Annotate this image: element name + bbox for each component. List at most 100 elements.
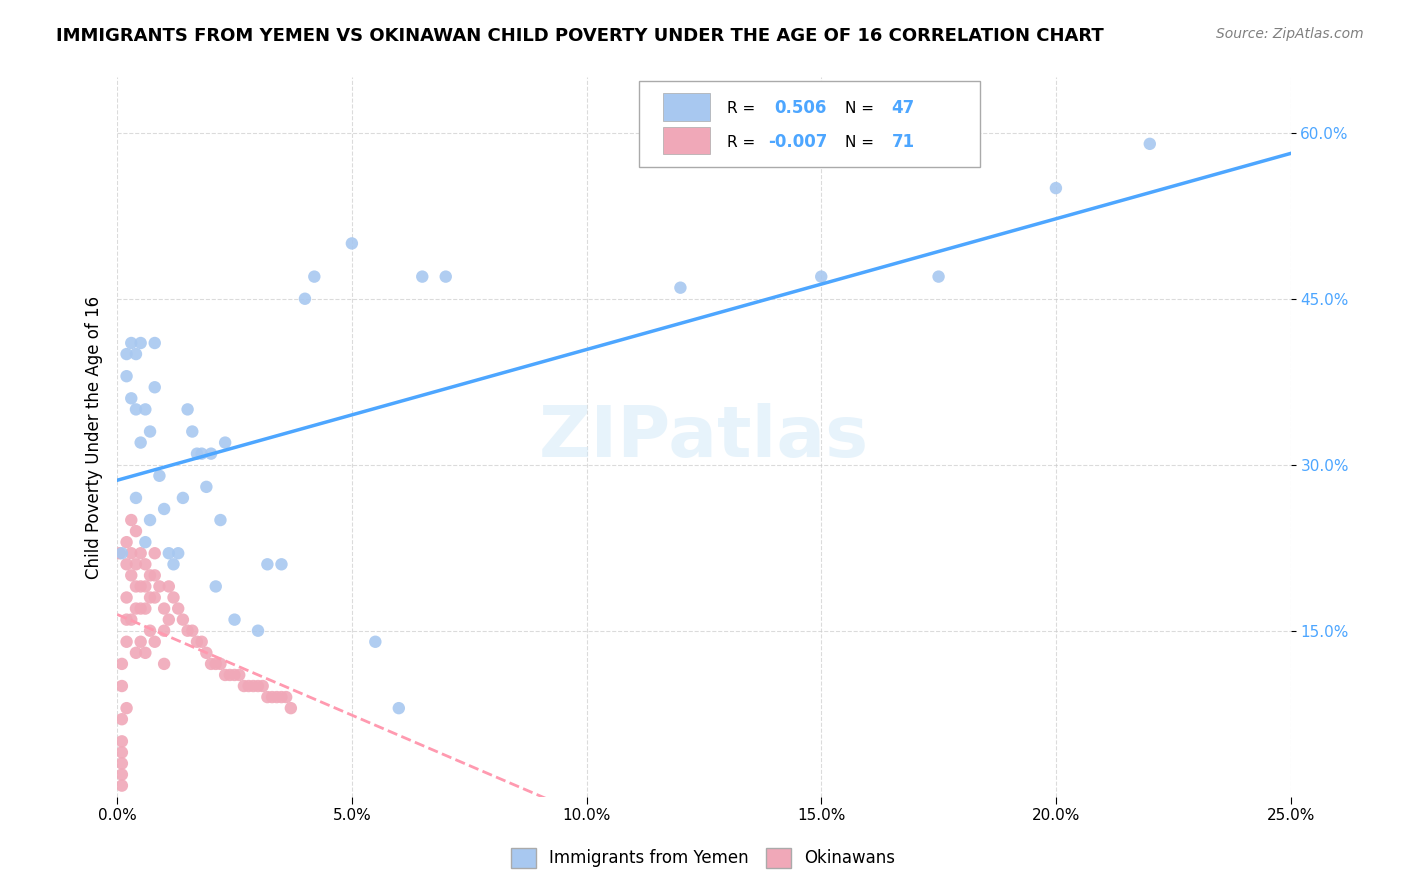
- Point: [134, 402, 156, 417]
- Point: [238, 679, 260, 693]
- Text: 0.506: 0.506: [775, 99, 827, 118]
- Point: [120, 546, 142, 560]
- Point: [111, 767, 134, 781]
- Point: [266, 690, 288, 704]
- Point: [111, 657, 134, 671]
- Point: [125, 646, 148, 660]
- Point: [1045, 181, 1067, 195]
- Point: [115, 369, 138, 384]
- Point: [167, 601, 190, 615]
- Point: [125, 601, 148, 615]
- Point: [120, 513, 142, 527]
- Point: [252, 679, 274, 693]
- Point: [190, 634, 212, 648]
- Point: [200, 447, 222, 461]
- Point: [143, 336, 166, 351]
- Point: [115, 347, 138, 361]
- Point: [139, 568, 162, 582]
- Point: [167, 546, 190, 560]
- Point: [143, 591, 166, 605]
- Point: [139, 591, 162, 605]
- Point: [139, 425, 162, 439]
- Point: [256, 558, 278, 572]
- Point: [125, 402, 148, 417]
- Point: [172, 613, 194, 627]
- Point: [270, 558, 292, 572]
- Point: [125, 579, 148, 593]
- Point: [256, 690, 278, 704]
- Point: [270, 690, 292, 704]
- Point: [218, 668, 240, 682]
- Point: [111, 734, 134, 748]
- Point: [232, 679, 254, 693]
- Point: [143, 568, 166, 582]
- Point: [143, 546, 166, 560]
- Point: [190, 447, 212, 461]
- Point: [153, 657, 176, 671]
- Point: [125, 524, 148, 538]
- Point: [262, 690, 284, 704]
- Text: R =: R =: [727, 101, 755, 116]
- Point: [181, 425, 204, 439]
- Point: [388, 701, 411, 715]
- Point: [115, 634, 138, 648]
- Point: [129, 601, 152, 615]
- Point: [139, 624, 162, 638]
- Text: 71: 71: [891, 133, 915, 151]
- Point: [276, 690, 298, 704]
- Point: [111, 746, 134, 760]
- Point: [134, 601, 156, 615]
- Point: [125, 558, 148, 572]
- FancyBboxPatch shape: [662, 94, 710, 120]
- Point: [134, 579, 156, 593]
- Point: [242, 679, 264, 693]
- Point: [139, 513, 162, 527]
- Point: [928, 269, 950, 284]
- Point: [111, 546, 134, 560]
- Point: [153, 624, 176, 638]
- Point: [120, 568, 142, 582]
- Text: 47: 47: [891, 99, 915, 118]
- Point: [364, 634, 387, 648]
- Point: [209, 513, 232, 527]
- Point: [228, 668, 250, 682]
- Point: [810, 269, 832, 284]
- Point: [125, 347, 148, 361]
- Point: [214, 435, 236, 450]
- Point: [115, 535, 138, 549]
- Point: [143, 634, 166, 648]
- Point: [280, 701, 302, 715]
- Text: Source: ZipAtlas.com: Source: ZipAtlas.com: [1216, 27, 1364, 41]
- Point: [162, 591, 184, 605]
- Point: [181, 624, 204, 638]
- Point: [200, 657, 222, 671]
- Point: [115, 558, 138, 572]
- Point: [120, 392, 142, 406]
- Point: [224, 613, 246, 627]
- Point: [246, 624, 269, 638]
- Point: [162, 558, 184, 572]
- Point: [411, 269, 433, 284]
- Point: [209, 657, 232, 671]
- Point: [214, 668, 236, 682]
- Point: [129, 546, 152, 560]
- Point: [153, 601, 176, 615]
- Text: -0.007: -0.007: [769, 133, 828, 151]
- Point: [669, 281, 692, 295]
- Text: IMMIGRANTS FROM YEMEN VS OKINAWAN CHILD POVERTY UNDER THE AGE OF 16 CORRELATION : IMMIGRANTS FROM YEMEN VS OKINAWAN CHILD …: [56, 27, 1104, 45]
- Point: [115, 701, 138, 715]
- Point: [111, 756, 134, 771]
- Point: [157, 579, 180, 593]
- Point: [111, 779, 134, 793]
- Point: [143, 380, 166, 394]
- Point: [246, 679, 269, 693]
- Point: [153, 502, 176, 516]
- Point: [129, 634, 152, 648]
- Point: [157, 546, 180, 560]
- Point: [134, 646, 156, 660]
- Point: [204, 579, 226, 593]
- Point: [186, 634, 208, 648]
- Point: [204, 657, 226, 671]
- Point: [129, 435, 152, 450]
- Point: [157, 613, 180, 627]
